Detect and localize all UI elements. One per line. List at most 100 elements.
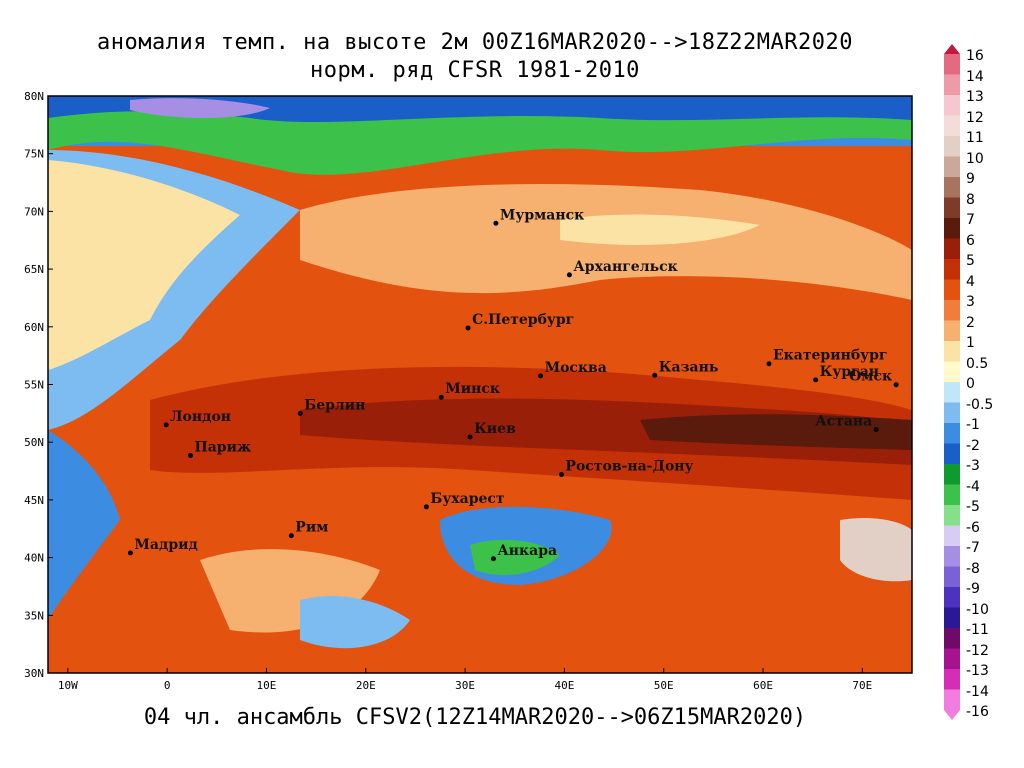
colorbar-label: -9: [966, 581, 980, 597]
lon-tick-label: 10E: [257, 679, 277, 692]
colorbar-label: -4: [966, 478, 980, 495]
colorbar-label: -2: [966, 437, 980, 454]
colorbar-label: 10: [966, 150, 984, 167]
colorbar-swatch: [944, 402, 960, 423]
colorbar-swatch: [944, 74, 960, 95]
colorbar-label: 0: [966, 376, 975, 392]
colorbar-swatch: [944, 484, 960, 505]
colorbar-swatch: [944, 648, 960, 669]
lat-tick-label: 45N: [24, 494, 44, 507]
city-label: Киев: [474, 421, 516, 437]
colorbar-swatch: [944, 443, 960, 464]
city-label: Екатеринбург: [773, 348, 888, 364]
colorbar-swatch: [944, 54, 960, 75]
colorbar-top-arrow: [944, 44, 960, 54]
colorbar-label: -12: [966, 642, 989, 659]
field-central-core: [640, 414, 912, 450]
city-marker: [465, 325, 471, 331]
field-arctic-purple: [130, 98, 270, 118]
lon-tick-label: 10W: [58, 679, 78, 692]
colorbar-swatch: [944, 95, 960, 116]
city-label: Анкара: [497, 543, 557, 559]
city-marker: [297, 410, 303, 416]
colorbar-label: 0.5: [966, 355, 989, 372]
city-marker: [558, 472, 564, 478]
lat-tick-label: 40N: [24, 552, 44, 565]
colorbar-label: 14: [966, 68, 984, 85]
colorbar-swatch: [944, 300, 960, 321]
colorbar-label: -1: [966, 417, 980, 433]
colorbar-label: -8: [966, 560, 980, 577]
city-label: С.Петербург: [472, 312, 574, 328]
colorbar-swatch: [944, 546, 960, 567]
city-label: Париж: [195, 439, 252, 455]
lat-tick-label: 30N: [24, 667, 44, 680]
city-label: Омск: [849, 369, 892, 385]
colorbar-swatch: [944, 689, 960, 710]
city-marker: [288, 533, 294, 539]
colorbar-label: 7: [966, 212, 975, 228]
colorbar-label: 5: [966, 253, 975, 269]
colorbar-label: -6: [966, 519, 980, 536]
lon-tick-label: 30E: [455, 679, 475, 692]
colorbar-label: -0.5: [966, 396, 994, 413]
colorbar-label: 4: [966, 273, 975, 290]
city-label: Астана: [815, 414, 872, 430]
lon-tick-label: 40E: [554, 679, 574, 692]
colorbar-swatch: [944, 115, 960, 136]
city-label: Мадрид: [134, 537, 197, 553]
lat-tick-label: 80N: [24, 90, 44, 103]
ensemble-footer: 04 чл. ансамбль CFSV2(12Z14MAR2020-->06Z…: [143, 705, 807, 730]
map-title-line2: норм. ряд CFSR 1981-2010: [310, 58, 640, 83]
city-label: Курган: [820, 364, 879, 380]
colorbar-label: -13: [966, 663, 989, 679]
city-marker: [493, 220, 499, 226]
lat-tick-label: 55N: [24, 379, 44, 392]
colorbar-swatch: [944, 218, 960, 239]
city-label: Мурманск: [500, 207, 584, 223]
colorbar-swatch: [944, 341, 960, 362]
colorbar-bottom-arrow: [944, 710, 960, 720]
city-marker: [438, 394, 444, 400]
colorbar-label: -5: [966, 499, 980, 515]
colorbar-swatch: [944, 566, 960, 587]
colorbar-label: 11: [966, 130, 984, 146]
field-turkey-green: [470, 539, 560, 575]
city-label: Лондон: [170, 409, 231, 425]
field-north-pale: [560, 214, 760, 245]
colorbar-label: -3: [966, 458, 980, 474]
colorbar-swatch: [944, 607, 960, 628]
colorbar-swatch: [944, 136, 960, 157]
lon-tick-label: 20E: [356, 679, 376, 692]
colorbar-swatch: [944, 259, 960, 280]
colorbar-label: 1: [966, 335, 975, 351]
city-marker: [423, 504, 429, 510]
lon-tick-label: 60E: [753, 679, 773, 692]
city-label: Минск: [445, 381, 500, 397]
colorbar-label: 6: [966, 232, 975, 249]
city-marker: [813, 377, 819, 383]
city-marker: [652, 372, 658, 378]
colorbar-swatch: [944, 669, 960, 690]
lat-tick-label: 70N: [24, 205, 44, 218]
lat-tick-label: 60N: [24, 321, 44, 334]
colorbar-swatch: [944, 525, 960, 546]
colorbar-label: 3: [966, 294, 975, 310]
city-marker: [538, 373, 544, 379]
field-altai-pale: [840, 518, 912, 582]
city-marker: [127, 550, 133, 556]
lat-tick-label: 65N: [24, 263, 44, 276]
field-iberia-blue: [48, 430, 120, 620]
colorbar-swatch: [944, 464, 960, 485]
colorbar-swatch: [944, 279, 960, 300]
colorbar-label: 9: [966, 171, 975, 187]
colorbar-swatch: [944, 156, 960, 177]
colorbar-label: 12: [966, 109, 984, 126]
colorbar-swatch: [944, 628, 960, 649]
lon-tick-label: 0: [164, 679, 171, 692]
lat-tick-label: 35N: [24, 609, 44, 622]
city-label: Москва: [545, 360, 607, 376]
map-cities: Мурманск Архангельск С.Петербург Москва Каза…: [127, 207, 899, 562]
colorbar-label: -11: [966, 622, 989, 638]
